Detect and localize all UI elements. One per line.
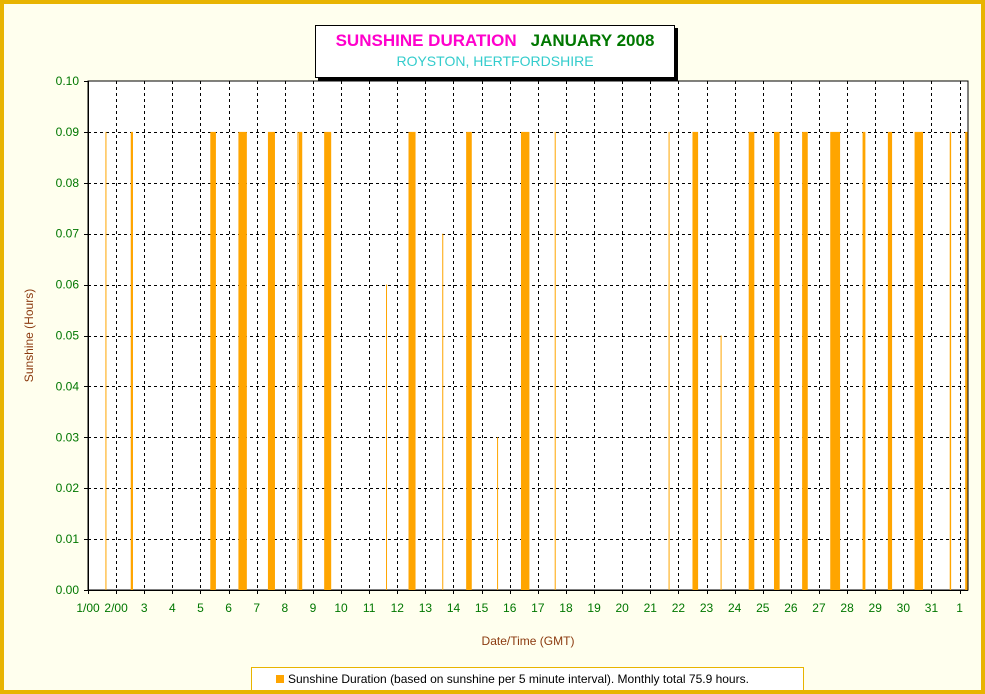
sunshine-bar (297, 131, 299, 590)
x-tick-label: 9 (310, 601, 317, 615)
sunshine-bar (748, 131, 755, 590)
sunshine-bar (497, 437, 499, 590)
x-tick-label: 25 (756, 601, 770, 615)
y-axis-title: Sunshine (Hours) (22, 289, 36, 382)
legend-label: Sunshine Duration (based on sunshine per… (288, 672, 749, 686)
x-tick-label: 2/00 (104, 601, 128, 615)
x-tick-label: 30 (897, 601, 911, 615)
grid-lines (88, 81, 968, 590)
sunshine-bar (949, 131, 952, 590)
x-tick-label: 15 (475, 601, 489, 615)
sunshine-bar (554, 131, 556, 590)
y-tick-label: 0.08 (56, 176, 80, 190)
bar-series (105, 131, 968, 590)
chart-subtitle: ROYSTON, HERTFORDSHIRE (396, 53, 594, 69)
x-tick-label: 19 (587, 601, 601, 615)
y-tick-label: 0.03 (56, 430, 80, 444)
x-tick-label: 8 (281, 601, 288, 615)
x-tick-label: 31 (925, 601, 939, 615)
x-tick-label: 18 (559, 601, 573, 615)
x-tick-label: 10 (334, 601, 348, 615)
sunshine-chart: 0.00 0.01 0.02 0.03 0.04 0.05 0.06 0.07 0.08 0.09… (22, 74, 969, 648)
y-tick-label: 0.06 (56, 278, 80, 292)
sunshine-bar (324, 131, 332, 590)
x-tick-label: 11 (363, 601, 376, 615)
x-tick-label: 28 (840, 601, 854, 615)
y-tick-label: 0.04 (56, 379, 80, 393)
y-tick-label: 0.02 (56, 481, 80, 495)
sunshine-bar (442, 233, 444, 590)
x-tick-label: 24 (728, 601, 742, 615)
sunshine-bar (965, 131, 968, 590)
x-tick-label: 13 (419, 601, 433, 615)
axes (84, 81, 968, 594)
sunshine-bar (466, 131, 472, 590)
sunshine-bar (105, 131, 107, 590)
sunshine-bar (408, 131, 416, 590)
x-tick-labels: 1/00 2/00 3 4 5 6 7 8 9 10 11 12 13 14 15 16 17 18 19 20 21 2… (76, 601, 963, 615)
sunshine-bar (267, 131, 275, 590)
sunshine-bar (386, 284, 388, 590)
x-tick-label: 21 (644, 601, 658, 615)
x-tick-label: 3 (141, 601, 148, 615)
chart-title-line: SUNSHINE DURATION JANUARY 2008 (316, 30, 674, 52)
y-tick-label: 0.09 (56, 125, 80, 139)
x-tick-label: 4 (169, 601, 176, 615)
chart-title-box: SUNSHINE DURATION JANUARY 2008 ROYSTON, H… (315, 25, 675, 78)
x-tick-label: 20 (616, 601, 630, 615)
x-axis-title: Date/Time (GMT) (482, 634, 575, 648)
x-tick-label: 5 (197, 601, 204, 615)
sunshine-bar (802, 131, 808, 590)
y-tick-label: 0.07 (56, 227, 80, 241)
sunshine-bar (210, 131, 216, 590)
sunshine-bar (668, 131, 670, 590)
x-tick-label: 27 (812, 601, 826, 615)
x-tick-label: 12 (391, 601, 405, 615)
x-tick-label: 1/00 (76, 601, 100, 615)
x-tick-label: 29 (869, 601, 883, 615)
x-tick-label: 23 (700, 601, 714, 615)
y-tick-label: 0.05 (56, 329, 80, 343)
y-tick-label: 0.10 (56, 74, 80, 88)
x-tick-label: 14 (447, 601, 461, 615)
chart-title-month: JANUARY 2008 (530, 31, 655, 50)
y-tick-label: 0.00 (56, 583, 80, 597)
x-tick-label: 1 (956, 601, 963, 615)
sunshine-bar (692, 131, 699, 590)
legend: Sunshine Duration (based on sunshine per… (251, 667, 804, 691)
sunshine-bar (520, 131, 530, 590)
sunshine-bar (720, 335, 722, 590)
y-tick-label: 0.01 (56, 532, 80, 546)
chart-title: SUNSHINE DURATION (335, 31, 517, 50)
y-tick-labels: 0.00 0.01 0.02 0.03 0.04 0.05 0.06 0.07 0.08 0.09… (56, 74, 80, 597)
sunshine-bar (914, 131, 924, 590)
x-tick-label: 22 (672, 601, 686, 615)
sunshine-bar (862, 131, 866, 590)
x-tick-label: 26 (784, 601, 798, 615)
x-tick-label: 7 (253, 601, 260, 615)
x-tick-label: 16 (503, 601, 517, 615)
sunshine-bar (830, 131, 841, 590)
sunshine-bar (130, 131, 133, 590)
sunshine-bar (774, 131, 780, 590)
x-tick-label: 17 (531, 601, 545, 615)
legend-swatch (276, 675, 284, 683)
sunshine-bar (887, 131, 893, 590)
sunshine-bar (238, 131, 247, 590)
sunshine-bar (298, 131, 303, 590)
x-tick-label: 6 (225, 601, 232, 615)
